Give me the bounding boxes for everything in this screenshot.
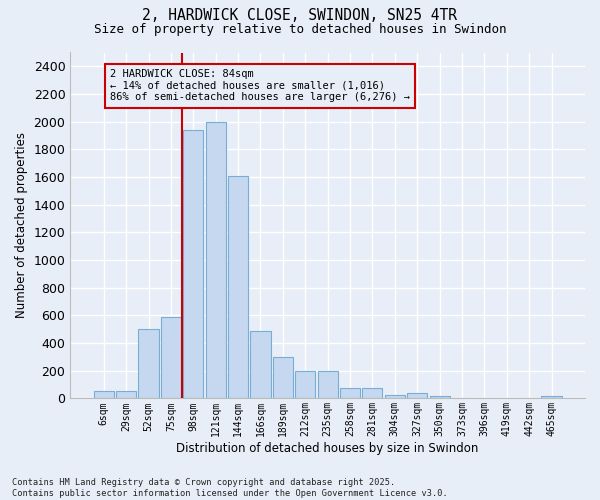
Bar: [340, 388, 360, 398]
Bar: [430, 396, 449, 398]
Bar: [250, 330, 271, 398]
Bar: [407, 393, 427, 398]
Bar: [385, 395, 405, 398]
Bar: [317, 372, 338, 398]
Bar: [183, 130, 203, 398]
Text: 2 HARDWICK CLOSE: 84sqm
← 14% of detached houses are smaller (1,016)
86% of semi: 2 HARDWICK CLOSE: 84sqm ← 14% of detache…: [110, 69, 410, 102]
Bar: [161, 317, 181, 398]
Bar: [273, 357, 293, 399]
Bar: [206, 122, 226, 398]
Text: Contains HM Land Registry data © Crown copyright and database right 2025.
Contai: Contains HM Land Registry data © Crown c…: [12, 478, 448, 498]
Bar: [362, 388, 382, 398]
Bar: [94, 392, 114, 398]
X-axis label: Distribution of detached houses by size in Swindon: Distribution of detached houses by size …: [176, 442, 479, 455]
Bar: [541, 396, 562, 398]
Bar: [228, 176, 248, 398]
Text: Size of property relative to detached houses in Swindon: Size of property relative to detached ho…: [94, 22, 506, 36]
Text: 2, HARDWICK CLOSE, SWINDON, SN25 4TR: 2, HARDWICK CLOSE, SWINDON, SN25 4TR: [143, 8, 458, 22]
Bar: [116, 392, 136, 398]
Y-axis label: Number of detached properties: Number of detached properties: [15, 132, 28, 318]
Bar: [139, 329, 158, 398]
Bar: [295, 372, 316, 398]
